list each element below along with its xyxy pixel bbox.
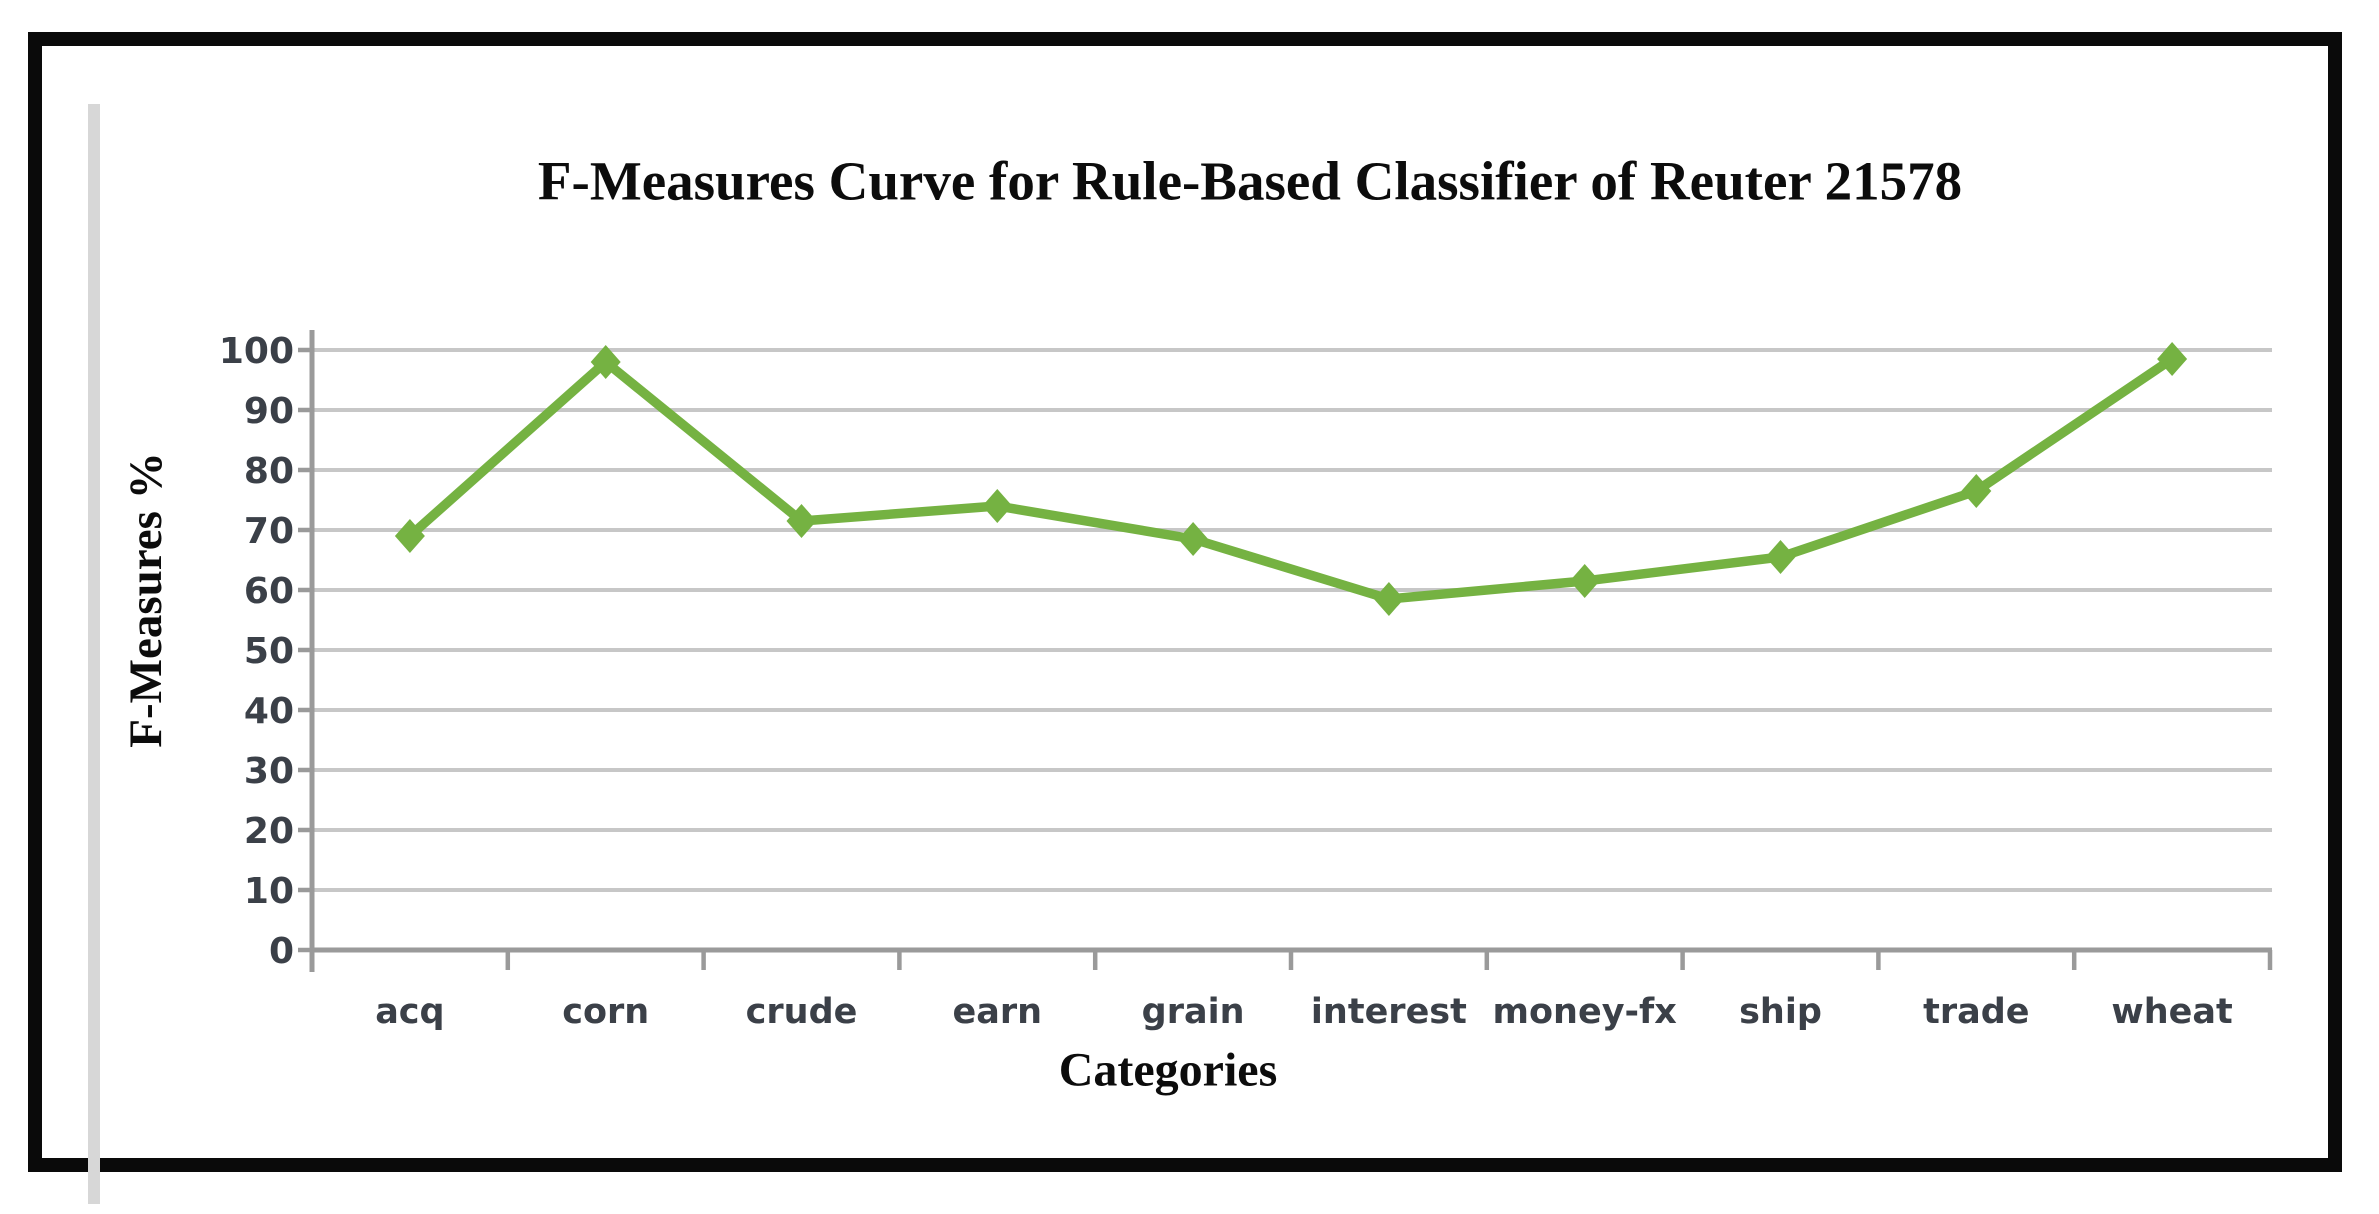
y-tick-label: 10 <box>244 871 294 912</box>
data-point-marker <box>1373 582 1404 616</box>
series-line <box>405 354 2177 604</box>
y-tick-label: 40 <box>244 691 294 732</box>
x-tick-label: corn <box>562 992 649 1032</box>
x-tick-label: money-fx <box>1493 992 1678 1032</box>
y-tick-label: 100 <box>219 331 294 372</box>
y-tick-label: 50 <box>244 631 294 672</box>
gridlines-group <box>312 348 2272 952</box>
x-tick-label: acq <box>375 992 444 1032</box>
x-tick-label: earn <box>953 992 1043 1032</box>
y-tick-label: 90 <box>244 391 294 432</box>
series-group <box>394 342 2188 616</box>
x-tick-label: trade <box>1923 992 2029 1032</box>
y-tick-label: 0 <box>269 931 294 972</box>
chart-title: F-Measures Curve for Rule-Based Classifi… <box>537 150 1963 212</box>
y-tick-label: 80 <box>244 451 294 492</box>
figure-frame <box>28 32 2342 1204</box>
axes-group <box>298 330 2273 972</box>
tick-labels-group: 0 10 20 30 40 50 60 70 80 90 100 acq corn crude earn gr… <box>219 331 2233 1032</box>
x-tick-label: grain <box>1142 992 1245 1032</box>
x-tick-label: interest <box>1311 992 1467 1032</box>
data-point-marker <box>1765 540 1796 574</box>
y-tick-label: 60 <box>244 571 294 612</box>
data-point-marker <box>1569 564 1600 598</box>
x-tick-label: ship <box>1739 992 1822 1032</box>
data-point-marker <box>982 489 1013 523</box>
data-point-marker <box>786 504 817 538</box>
y-tick-label: 20 <box>244 811 294 852</box>
data-point-marker <box>1961 474 1992 508</box>
y-tick-label: 70 <box>244 511 294 552</box>
x-tick-label: crude <box>746 992 858 1032</box>
x-axis-title: Categories <box>1058 1043 1278 1097</box>
data-point-marker <box>590 345 621 379</box>
data-point-marker <box>1178 522 1209 556</box>
x-tick-label: wheat <box>2111 992 2232 1032</box>
left-edge-line <box>88 104 100 1204</box>
data-point-marker <box>394 519 425 553</box>
data-point-marker <box>2157 342 2188 376</box>
y-tick-label: 30 <box>244 751 294 792</box>
